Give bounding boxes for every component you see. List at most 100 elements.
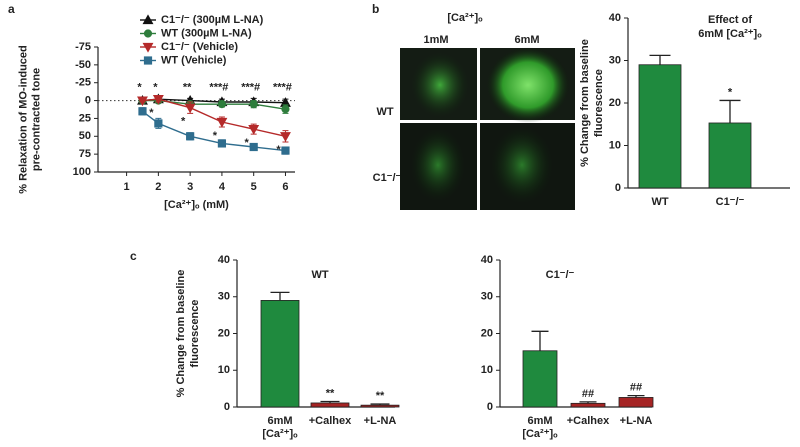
micrograph-column: 6mM bbox=[514, 34, 539, 46]
y-axis-label: % Change from baseline bbox=[175, 270, 187, 398]
point bbox=[217, 139, 227, 148]
y-axis-label: fluorescence bbox=[189, 300, 201, 368]
point bbox=[154, 119, 163, 128]
y-tick-label: 0 bbox=[85, 94, 91, 106]
y-tick-label: 40 bbox=[218, 254, 230, 266]
x-tick-label: 6mM bbox=[267, 415, 292, 427]
significance: * bbox=[276, 144, 281, 156]
y-tick-label: -50 bbox=[75, 59, 91, 71]
bar bbox=[310, 402, 350, 408]
y-tick-label: 30 bbox=[609, 54, 621, 66]
y-axis-label: fluorescence bbox=[593, 69, 605, 137]
significance: * bbox=[153, 81, 158, 93]
point bbox=[186, 132, 195, 141]
error-bar bbox=[719, 99, 741, 123]
y-axis-label: % Relaxation of MO-induced bbox=[17, 45, 29, 194]
legend-marker bbox=[142, 14, 154, 25]
chart-title: WT bbox=[311, 269, 328, 281]
significance: ***# bbox=[209, 81, 228, 93]
significance: ** bbox=[376, 390, 385, 402]
chart-title: 6mM [Ca²⁺]ₒ bbox=[698, 28, 762, 40]
x-tick-label: [Ca²⁺]ₒ bbox=[262, 428, 298, 440]
point bbox=[216, 117, 228, 128]
error-bar bbox=[531, 330, 549, 351]
x-tick-label: 4 bbox=[219, 181, 226, 193]
y-tick-label: 0 bbox=[487, 401, 493, 413]
chart-title: C1⁻/⁻ bbox=[546, 269, 575, 281]
chart-title: Effect of bbox=[708, 14, 752, 26]
bar bbox=[618, 397, 654, 408]
y-tick-label: 75 bbox=[79, 148, 91, 160]
micrograph-title: [Ca²⁺]ₒ bbox=[447, 12, 483, 24]
bar bbox=[570, 402, 606, 408]
bar bbox=[260, 300, 300, 408]
significance: ## bbox=[582, 388, 594, 400]
significance: ***# bbox=[241, 81, 260, 93]
point bbox=[280, 132, 291, 142]
legend-marker bbox=[143, 56, 153, 65]
significance: ** bbox=[326, 387, 335, 399]
significance: * bbox=[728, 86, 733, 98]
x-axis-label: [Ca²⁺]ₒ (mM) bbox=[164, 199, 229, 211]
y-tick-label: 40 bbox=[481, 254, 493, 266]
x-tick-label: 6 bbox=[282, 181, 288, 193]
bar bbox=[708, 122, 752, 189]
micrograph-column: 1mM bbox=[423, 34, 448, 46]
point bbox=[184, 103, 196, 114]
y-axis-label: pre-contracted tone bbox=[30, 68, 42, 171]
panel-label: c bbox=[130, 249, 137, 263]
y-tick-label: 30 bbox=[218, 291, 230, 303]
significance: * bbox=[137, 81, 142, 93]
x-tick-label: 5 bbox=[251, 181, 257, 193]
point bbox=[137, 96, 148, 107]
y-tick-label: 20 bbox=[609, 97, 621, 109]
point bbox=[217, 100, 227, 109]
x-tick-label: +L-NA bbox=[364, 415, 397, 427]
y-tick-label: -25 bbox=[75, 77, 91, 89]
x-tick-label: WT bbox=[651, 196, 668, 208]
point bbox=[281, 105, 290, 114]
legend-label: C1⁻/⁻ (300µM L-NA) bbox=[161, 14, 264, 26]
y-tick-label: 0 bbox=[224, 401, 230, 413]
point bbox=[152, 95, 164, 105]
legend-label: WT (Vehicle) bbox=[161, 54, 227, 66]
y-tick-label: 30 bbox=[481, 291, 493, 303]
point bbox=[281, 146, 290, 155]
x-tick-label: 1 bbox=[124, 181, 130, 193]
x-tick-label: 2 bbox=[155, 181, 161, 193]
x-tick-label: C1⁻/⁻ bbox=[716, 196, 745, 208]
point bbox=[249, 100, 258, 109]
y-tick-label: 10 bbox=[609, 139, 621, 151]
panel-label: a bbox=[8, 2, 15, 16]
legend-marker bbox=[142, 42, 154, 53]
y-axis-label: % Change from baseline bbox=[579, 39, 591, 167]
y-tick-label: 25 bbox=[79, 112, 91, 124]
x-tick-label: +Calhex bbox=[567, 415, 610, 427]
significance: ** bbox=[183, 81, 192, 93]
legend-label: WT (300µM L-NA) bbox=[161, 27, 252, 39]
micrograph-row: C1⁻/⁻ bbox=[373, 172, 402, 184]
significance: * bbox=[213, 130, 218, 142]
point bbox=[248, 125, 260, 135]
point bbox=[138, 107, 147, 116]
x-tick-label: +Calhex bbox=[309, 415, 352, 427]
panel-label: b bbox=[372, 2, 379, 16]
y-tick-label: 10 bbox=[218, 364, 230, 376]
legend-label: C1⁻/⁻ (Vehicle) bbox=[161, 41, 238, 53]
significance: * bbox=[149, 107, 154, 119]
legend-marker bbox=[143, 29, 153, 38]
significance: ***# bbox=[273, 81, 292, 93]
micrograph-grid bbox=[400, 47, 575, 210]
y-tick-label: 50 bbox=[79, 130, 91, 142]
error-bar bbox=[270, 291, 290, 301]
significance: * bbox=[181, 116, 186, 128]
bar bbox=[638, 64, 682, 189]
y-tick-label: 0 bbox=[615, 182, 621, 194]
point bbox=[249, 142, 258, 152]
significance: * bbox=[245, 137, 250, 149]
y-tick-label: -75 bbox=[75, 41, 91, 53]
x-tick-label: [Ca²⁺]ₒ bbox=[522, 428, 558, 440]
y-tick-label: 100 bbox=[73, 166, 91, 178]
x-tick-label: 6mM bbox=[527, 415, 552, 427]
